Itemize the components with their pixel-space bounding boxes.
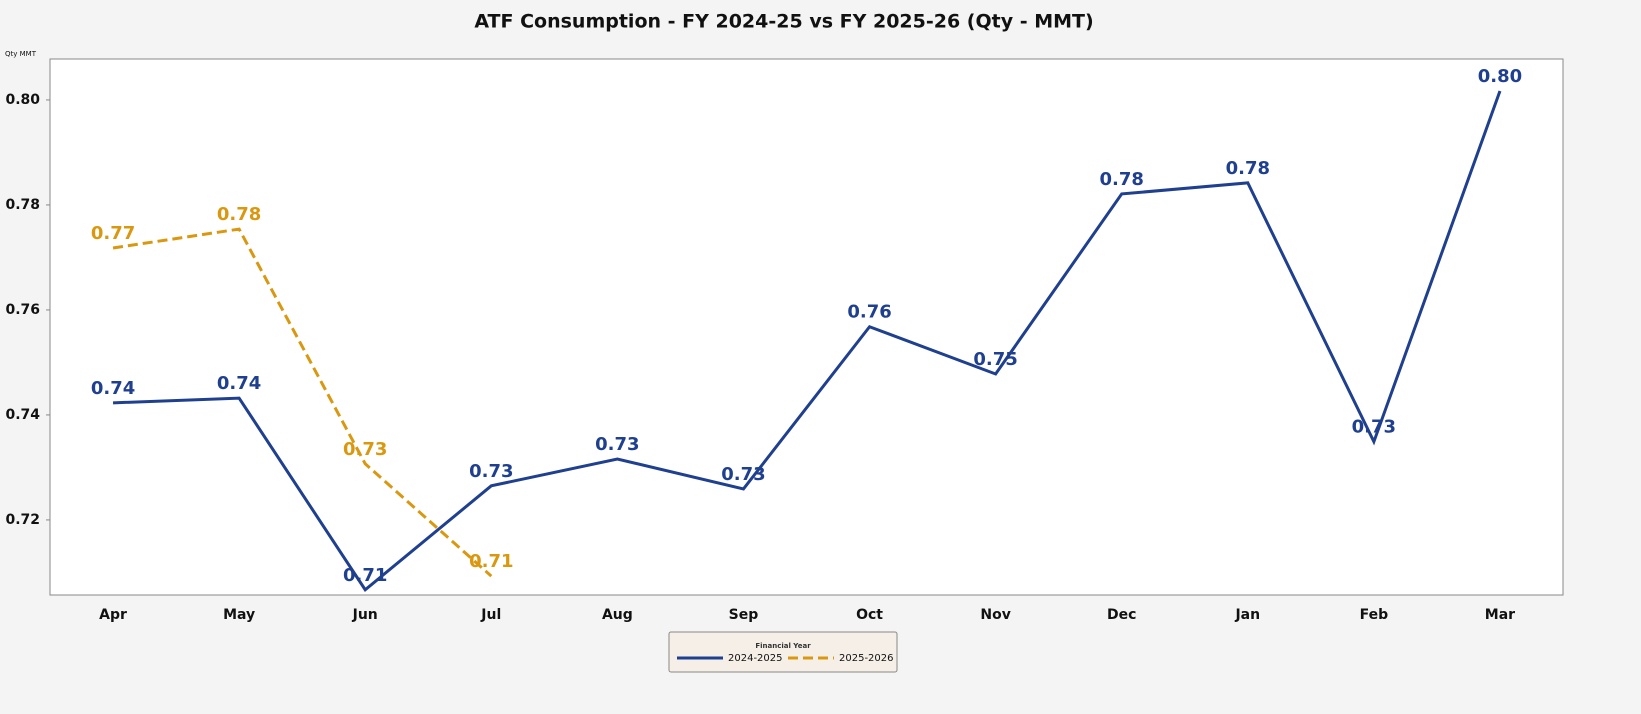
- data-label: 0.73: [595, 434, 639, 455]
- x-tick-label: Feb: [1360, 607, 1389, 623]
- x-tick-label: Mar: [1485, 607, 1515, 623]
- data-label: 0.71: [343, 565, 387, 586]
- y-tick-label: 0.76: [5, 302, 40, 318]
- data-label: 0.78: [217, 204, 261, 225]
- x-tick-label: Sep: [729, 607, 759, 623]
- x-tick-label: Jan: [1234, 607, 1260, 623]
- legend-box: [668, 631, 898, 673]
- x-tick-label: Dec: [1107, 607, 1136, 623]
- chart-title: ATF Consumption - FY 2024-25 vs FY 2025-…: [474, 11, 1093, 33]
- x-tick-label: Aug: [602, 607, 633, 623]
- data-label: 0.76: [847, 302, 891, 323]
- plot-area: [49, 58, 1564, 596]
- data-label: 0.78: [1099, 169, 1143, 190]
- legend-label: 2024-2025: [728, 653, 783, 664]
- series-line: [112, 227, 493, 578]
- x-tick-label: May: [223, 607, 255, 623]
- data-label: 0.73: [721, 464, 765, 485]
- data-label: 0.78: [1226, 158, 1270, 179]
- data-label: 0.80: [1478, 66, 1522, 87]
- data-label: 0.71: [469, 551, 513, 572]
- data-label: 0.74: [91, 378, 135, 399]
- y-tick-label: 0.72: [5, 512, 40, 528]
- data-label: 0.75: [973, 349, 1017, 370]
- legend-label: 2025-2026: [839, 653, 894, 664]
- x-tick-label: Oct: [856, 607, 883, 623]
- x-tick-label: Nov: [980, 607, 1010, 623]
- y-tick-label: 0.74: [5, 407, 40, 423]
- x-tick-label: Jun: [352, 607, 378, 623]
- y-axis-label: Qty MMT: [5, 50, 37, 58]
- data-label: 0.73: [343, 439, 387, 460]
- x-tick-label: Apr: [99, 607, 127, 623]
- data-label: 0.74: [217, 373, 261, 394]
- y-tick-label: 0.80: [5, 92, 40, 108]
- data-label: 0.73: [1352, 417, 1396, 438]
- x-tick-label: Jul: [480, 607, 501, 623]
- legend-title: Financial Year: [755, 642, 811, 650]
- y-tick-label: 0.78: [5, 197, 40, 213]
- data-label: 0.77: [91, 223, 135, 244]
- series-line: [112, 90, 1502, 592]
- data-label: 0.73: [469, 461, 513, 482]
